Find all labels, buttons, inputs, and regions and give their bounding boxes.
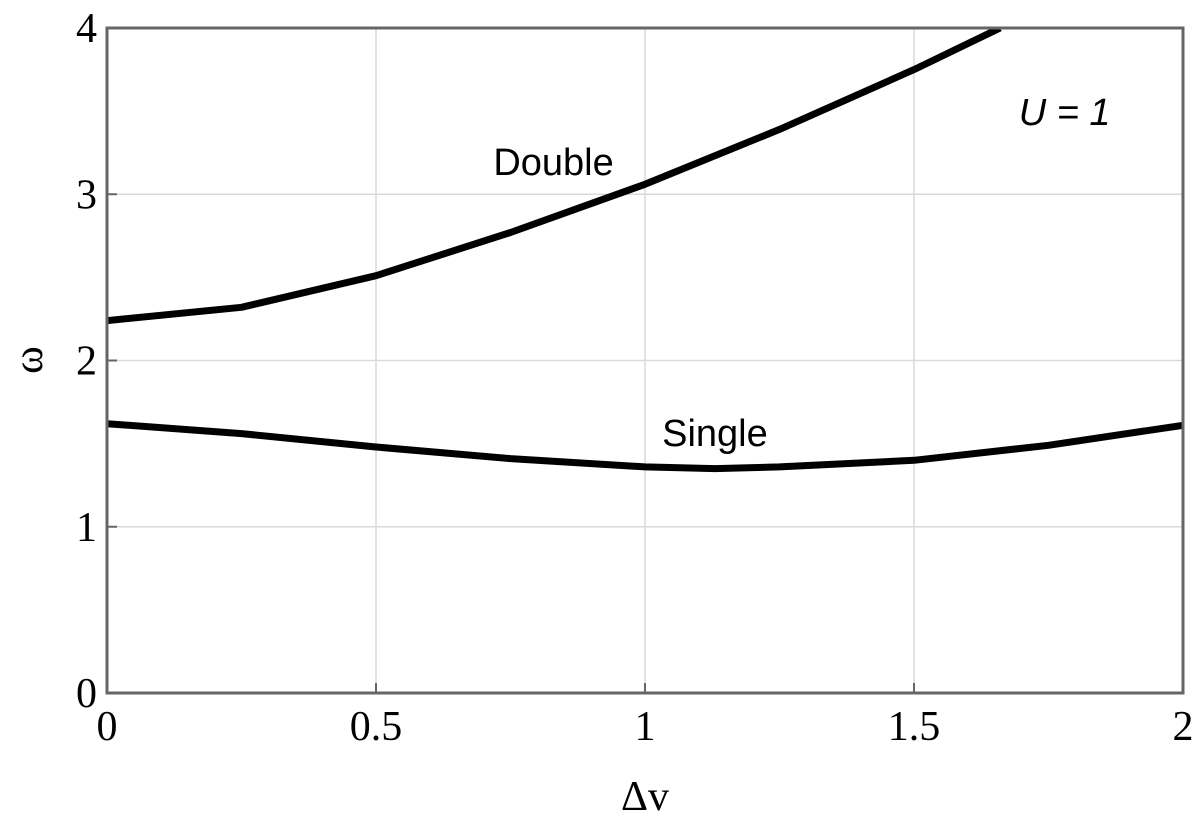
plot-frame <box>105 26 1185 695</box>
y-axis-label: ω <box>6 346 52 374</box>
y-tick-label: 3 <box>76 172 97 218</box>
y-tick-label: 0 <box>76 671 97 717</box>
annotation: Single <box>662 413 768 455</box>
x-axis-label: Δv <box>621 774 669 820</box>
x-tick-label: 1.5 <box>888 704 941 750</box>
x-tick-label: 1 <box>635 704 656 750</box>
x-tick-label: 0 <box>97 704 118 750</box>
y-tick-label: 2 <box>76 339 97 385</box>
labels: 0 0.5 1 1.5 2 0 1 2 3 4 Double Single U = 1 <box>76 6 1194 750</box>
curve <box>107 28 1002 325</box>
annotation: U = 1 <box>1019 92 1111 134</box>
curves <box>107 28 1183 473</box>
x-tick-label: 0.5 <box>350 704 403 750</box>
y-tick-label: 1 <box>76 505 97 551</box>
y-tick-label: 4 <box>76 6 97 52</box>
annotation: Double <box>493 142 613 184</box>
x-tick-label: 2 <box>1173 704 1194 750</box>
curve <box>107 420 1183 473</box>
